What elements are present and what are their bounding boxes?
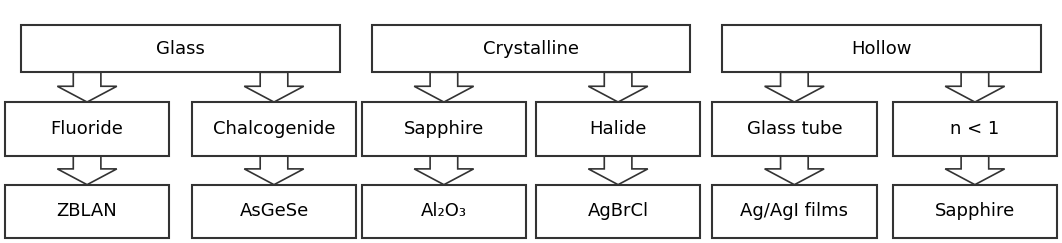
- FancyBboxPatch shape: [191, 185, 357, 238]
- Polygon shape: [244, 156, 304, 185]
- Polygon shape: [414, 72, 474, 102]
- FancyBboxPatch shape: [5, 185, 170, 238]
- FancyBboxPatch shape: [191, 102, 357, 156]
- Text: Glass tube: Glass tube: [747, 120, 842, 138]
- Polygon shape: [945, 72, 1005, 102]
- FancyBboxPatch shape: [21, 25, 340, 72]
- FancyBboxPatch shape: [712, 185, 877, 238]
- FancyBboxPatch shape: [535, 185, 701, 238]
- Polygon shape: [945, 156, 1005, 185]
- Text: Hollow: Hollow: [852, 40, 911, 58]
- Polygon shape: [57, 156, 117, 185]
- Text: Ag/AgI films: Ag/AgI films: [740, 202, 849, 220]
- Text: AgBrCl: AgBrCl: [587, 202, 649, 220]
- Text: Halide: Halide: [589, 120, 647, 138]
- Polygon shape: [765, 156, 824, 185]
- Text: Sapphire: Sapphire: [404, 120, 484, 138]
- FancyBboxPatch shape: [5, 102, 170, 156]
- Polygon shape: [588, 72, 648, 102]
- Polygon shape: [57, 72, 117, 102]
- FancyBboxPatch shape: [712, 102, 877, 156]
- Text: ZBLAN: ZBLAN: [56, 202, 118, 220]
- FancyBboxPatch shape: [722, 25, 1041, 72]
- Text: n < 1: n < 1: [950, 120, 999, 138]
- Text: Al₂O₃: Al₂O₃: [421, 202, 467, 220]
- FancyBboxPatch shape: [892, 102, 1057, 156]
- Polygon shape: [588, 156, 648, 185]
- Polygon shape: [414, 156, 474, 185]
- FancyBboxPatch shape: [892, 185, 1057, 238]
- Text: Fluoride: Fluoride: [51, 120, 123, 138]
- FancyBboxPatch shape: [372, 25, 690, 72]
- Polygon shape: [244, 72, 304, 102]
- FancyBboxPatch shape: [361, 185, 526, 238]
- Text: Crystalline: Crystalline: [483, 40, 579, 58]
- Polygon shape: [765, 72, 824, 102]
- FancyBboxPatch shape: [535, 102, 701, 156]
- Text: AsGeSe: AsGeSe: [239, 202, 309, 220]
- Text: Sapphire: Sapphire: [935, 202, 1015, 220]
- FancyBboxPatch shape: [361, 102, 526, 156]
- Text: Glass: Glass: [156, 40, 205, 58]
- Text: Chalcogenide: Chalcogenide: [212, 120, 336, 138]
